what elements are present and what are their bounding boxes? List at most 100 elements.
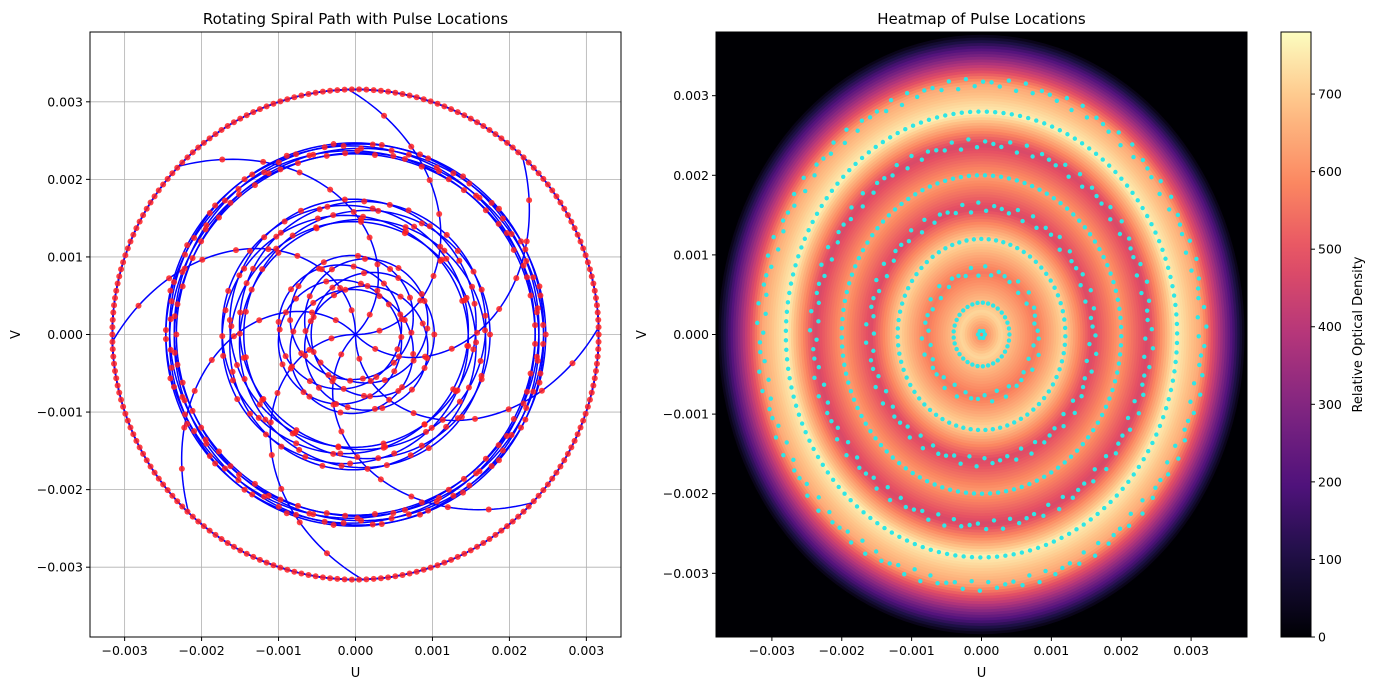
pulse-point [189,407,196,414]
heatmap-pulse-point [997,458,1003,463]
heatmap-pulse-point [1029,451,1034,456]
colorbar-tick-label: 0 [1318,630,1326,645]
heatmap-pulse-point [961,425,966,430]
pulse-point [330,401,337,408]
heatmap-pulse-point [1060,494,1066,500]
heatmap-pulse-point [1179,231,1185,237]
heatmap-pulse-point [868,358,874,363]
pulse-point [417,297,424,304]
heatmap-pulse-point [1177,222,1183,227]
heatmap-pulse-point [1107,396,1112,401]
pulse-point [243,112,250,119]
pulse-point [522,416,529,423]
heatmap-pulse-point [1174,331,1180,336]
heatmap-pulse-point [1106,541,1111,546]
pulse-point [593,360,600,367]
heatmap-pulse-point [764,273,769,278]
pulse-point [413,94,420,101]
heatmap-pulse-point [951,516,957,522]
heatmap-pulse-point [1031,511,1037,517]
pulse-point [549,187,556,194]
pulse-point [595,338,602,345]
heatmap-pulse-point [1030,90,1035,96]
heatmap-pulse-point [787,375,792,381]
heatmap-pulse-point [1034,478,1040,483]
pulse-point [338,428,345,435]
pulse-point [426,223,433,230]
heatmap-pulse-point [869,304,874,310]
heatmap-pulse-point [942,523,947,528]
colorbar-label: Relative Optical Density [1351,256,1366,412]
heatmap-pulse-point [816,508,821,513]
pulse-point [236,330,243,337]
heatmap-pulse-point [1006,176,1012,181]
heatmap-pulse-point [909,278,915,284]
heatmap-pulse-point [947,487,953,492]
heatmap-pulse-point [919,336,925,341]
heatmap-pulse-point [1196,334,1201,339]
heatmap-pulse-point [816,281,822,287]
pulse-point [388,147,395,154]
heatmap-pulse-point [942,385,947,391]
pulse-point [416,511,423,518]
heatmap-ticks: −0.003 −0.002 −0.001 0.000 0.001 0.002 0.003 −0… [663,88,1209,658]
heatmap-pulse-point [932,220,937,225]
pulse-point [260,395,267,402]
heatmap-pulse-point [1041,513,1046,519]
pulse-point [167,316,174,323]
pulse-point [317,359,324,366]
pulse-point [523,258,530,265]
heatmap-pulse-point [1014,178,1020,183]
heatmap-pulse-point [1145,213,1150,219]
pulse-point [227,199,234,206]
pulse-point [470,346,477,353]
pulse-point [472,415,479,422]
pulse-point [454,553,461,560]
heatmap-pulse-point [1131,154,1136,160]
heatmap-pulse-point [864,322,869,327]
heatmap-pulse-point [1055,293,1061,298]
pulse-point [369,521,376,528]
heatmap-pulse-point [999,144,1004,150]
heatmap-pulse-point [1047,92,1052,97]
heatmap-pulse-point [1043,225,1048,230]
heatmap-pulse-point [1007,279,1012,285]
pulse-point [594,309,601,316]
pulse-point [582,252,589,259]
pulse-point [390,359,397,366]
heatmap-pulse-point [1182,438,1187,443]
pulse-point [147,199,154,206]
heatmap-x-tick-label: 0.003 [1173,643,1209,658]
pulse-point [361,255,368,262]
pulse-point [212,131,219,138]
pulse-point [250,265,257,272]
heatmap-chart-title: Heatmap of Pulse Locations [877,10,1086,28]
heatmap-pulse-point [876,288,882,294]
heatmap-pulse-point [1120,486,1125,491]
heatmap-pulse-point [918,578,923,584]
heatmap-pulse-point [1132,399,1137,404]
heatmap-pulse-point [1154,432,1159,437]
pulse-point [370,575,377,582]
heatmap-pulse-point [802,236,808,241]
heatmap-pulse-point [1048,278,1053,283]
heatmap-pulse-point [1113,451,1119,456]
heatmap-pulse-point [828,151,834,156]
pulse-point [347,460,354,467]
heatmap-pulse-point [1191,381,1197,386]
pulse-point [323,152,330,159]
pulse-point [410,357,417,364]
pulse-point [319,574,326,581]
heatmap-pulse-point [928,547,933,552]
heatmap-pulse-point [846,281,852,286]
heatmap-pulse-point [934,148,939,153]
heatmap-pulse-point [799,245,804,250]
heatmap-pulse-point [1074,527,1079,532]
pulse-point [179,268,186,275]
pulse-point [292,295,299,302]
pulse-point [459,297,466,304]
heatmap-pulse-point [950,176,956,181]
heatmap-pulse-point [1048,232,1054,237]
pulse-point [262,416,269,423]
